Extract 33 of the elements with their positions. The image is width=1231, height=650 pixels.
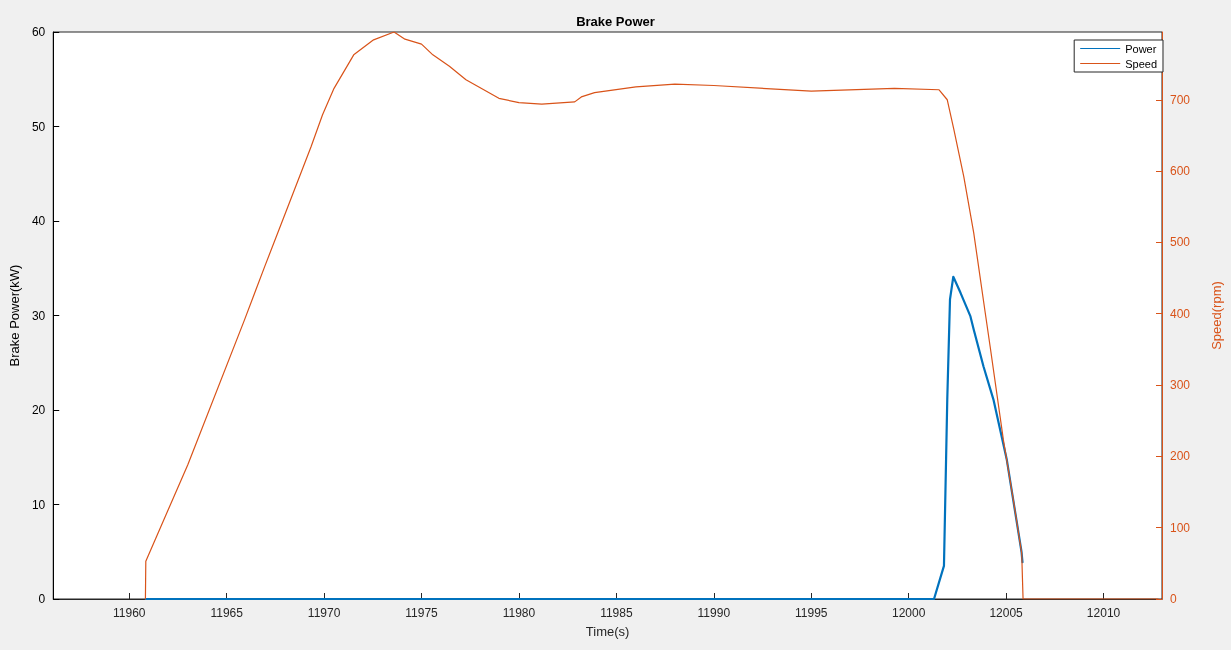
y2-tick-label: 0 bbox=[1170, 592, 1177, 606]
x-tick-label: 11965 bbox=[210, 606, 244, 620]
y-tick-label: 20 bbox=[31, 403, 46, 417]
x-tick-label: 11980 bbox=[502, 606, 536, 620]
line-series bbox=[144, 275, 1024, 601]
y-axis-title: Brake Power(kW) bbox=[7, 264, 22, 367]
y-tick-label: 0 bbox=[38, 592, 46, 606]
y-tick-label: 40 bbox=[31, 214, 46, 228]
x-tick-label: 11975 bbox=[405, 606, 439, 620]
y2-tick-label: 600 bbox=[1170, 164, 1191, 179]
y2-tick-label: 400 bbox=[1170, 306, 1191, 321]
y-tick-label: 60 bbox=[31, 25, 46, 39]
y-tick-label: 10 bbox=[31, 497, 46, 512]
y-tick-label: 30 bbox=[31, 308, 46, 323]
x-tick-label: 11970 bbox=[307, 606, 341, 620]
y2-tick-label: 200 bbox=[1170, 449, 1191, 464]
x-tick-label: 12010 bbox=[1086, 606, 1121, 620]
chart-title: Brake Power bbox=[576, 14, 655, 29]
y2-axis-title: Speed(rpm) bbox=[1209, 281, 1224, 350]
x-axis-title: Time(s) bbox=[585, 624, 630, 639]
x-tick-label: 11990 bbox=[697, 606, 731, 620]
legend-label: Speed bbox=[1125, 57, 1157, 70]
y2-tick-label: 100 bbox=[1170, 520, 1191, 535]
y2-tick-label: 500 bbox=[1170, 235, 1191, 250]
x-tick-label: 11995 bbox=[795, 606, 828, 620]
y2-tick-label: 700 bbox=[1170, 92, 1191, 107]
x-tick-label: 12000 bbox=[891, 606, 926, 620]
y2-tick-label: 300 bbox=[1170, 378, 1191, 393]
x-tick-label: 11985 bbox=[600, 606, 633, 620]
legend-label: Power bbox=[1125, 42, 1157, 55]
x-tick-label: 11960 bbox=[113, 606, 146, 620]
y-tick-label: 50 bbox=[31, 119, 46, 134]
x-tick-label: 12005 bbox=[989, 606, 1024, 620]
